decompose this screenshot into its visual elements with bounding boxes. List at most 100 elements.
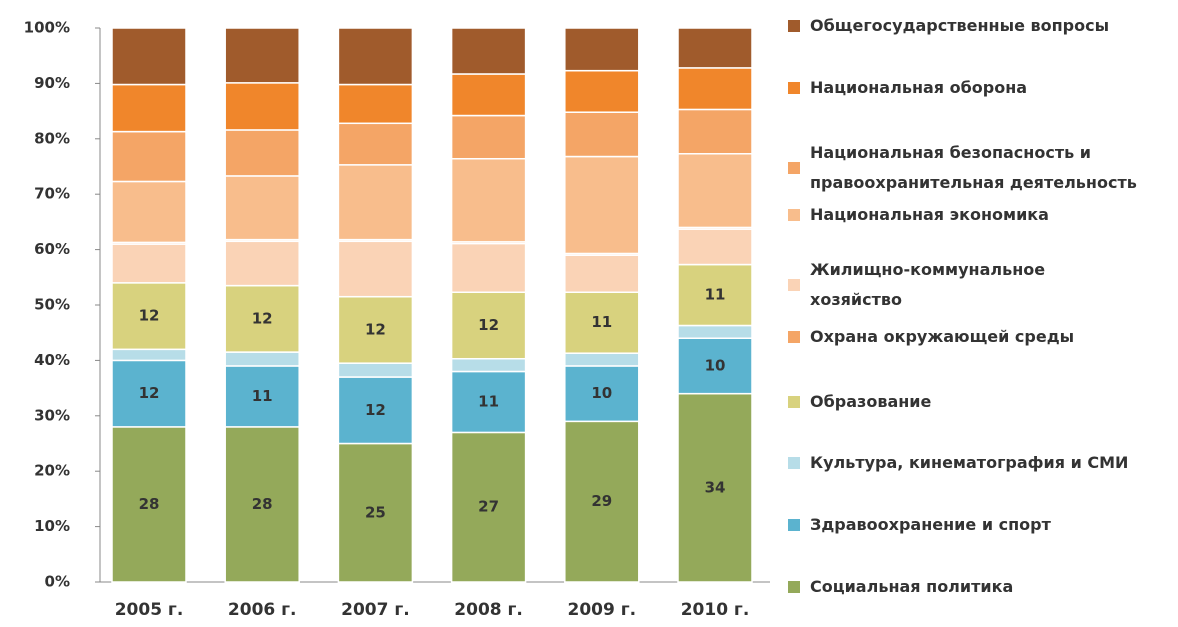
legend-label: Охрана окружающей среды	[810, 327, 1075, 346]
bar-segment	[224, 284, 300, 353]
bar-segment	[337, 362, 414, 378]
bar-segment	[677, 27, 753, 69]
x-tick-label: 2007 г.	[341, 600, 410, 620]
bar-segment	[337, 376, 414, 445]
legend-swatch	[788, 82, 800, 94]
data-label: 10	[705, 356, 726, 374]
data-label: 12	[365, 401, 386, 419]
x-tick-label: 2009 г.	[568, 600, 637, 620]
legend-swatch	[788, 209, 800, 221]
legend-item: Образование	[788, 387, 931, 417]
bar-segment	[337, 164, 414, 241]
data-label: 34	[705, 478, 726, 496]
bar-segment	[564, 111, 640, 158]
legend-swatch	[788, 331, 800, 343]
data-label: 11	[705, 286, 726, 304]
data-label: 25	[365, 503, 386, 521]
y-tick-label: 90%	[34, 74, 70, 92]
y-tick-label: 20%	[34, 462, 70, 480]
bar-segment	[677, 392, 753, 583]
bar-segment	[450, 357, 527, 373]
y-tick-label: 40%	[34, 351, 70, 369]
y-tick-label: 0%	[45, 573, 70, 591]
bar-segment	[450, 242, 527, 294]
bar-segment	[111, 27, 187, 86]
bar-segment	[337, 442, 414, 583]
bar-segment	[224, 175, 300, 241]
legend-item: Национальная оборона	[788, 73, 1027, 103]
bar-segment	[564, 254, 640, 294]
y-tick-label: 80%	[34, 129, 70, 147]
y-tick-label: 30%	[34, 406, 70, 424]
bar-segment	[450, 27, 527, 75]
data-label: 29	[591, 492, 612, 510]
bar-segment	[337, 240, 414, 298]
legend-item: Национальная экономика	[788, 200, 1049, 230]
bar-segment	[677, 67, 753, 111]
bar-segment	[224, 426, 300, 583]
bar-segment	[677, 228, 753, 266]
y-tick-label: 60%	[34, 240, 70, 258]
legend-item: Национальная безопасность и правоохранит…	[788, 138, 1137, 198]
data-label: 11	[252, 387, 273, 405]
bar-segment	[450, 291, 527, 360]
data-label: 28	[252, 495, 273, 513]
x-tick-label: 2008 г.	[454, 600, 523, 620]
legend-item: Культура, кинематография и СМИ	[788, 448, 1128, 478]
bar-segment	[564, 155, 640, 255]
bar-segment	[450, 157, 527, 243]
data-label: 12	[478, 316, 499, 334]
legend-label: Национальная оборона	[810, 78, 1028, 97]
legend-item: Здравоохранение и спорт	[788, 510, 1051, 540]
bar-segment	[677, 153, 753, 229]
bar-segment	[111, 348, 187, 362]
bar-segment	[337, 122, 414, 166]
bar-segment	[224, 129, 300, 177]
bar-segment	[564, 365, 640, 423]
legend-swatch	[788, 581, 800, 593]
legend-item: Жилищно-коммунальное хозяйство	[788, 255, 1045, 315]
data-label: 12	[252, 309, 273, 327]
legend-label: Культура, кинематография и СМИ	[810, 453, 1129, 472]
bar-segment	[224, 82, 300, 131]
bar-segment	[111, 180, 187, 244]
bar-segment	[337, 27, 414, 86]
bar-segment	[450, 114, 527, 160]
data-label: 12	[365, 320, 386, 338]
data-label: 11	[591, 313, 612, 331]
data-label: 10	[591, 384, 612, 402]
legend-item: Охрана окружающей среды	[788, 322, 1074, 352]
bar-segment	[111, 83, 187, 133]
data-label: 12	[139, 307, 160, 325]
bar-segment	[677, 108, 753, 155]
legend-label: Общегосударственные вопросы	[810, 16, 1110, 35]
bar-segment	[224, 27, 300, 84]
legend-swatch	[788, 20, 800, 32]
bar-segment	[111, 426, 187, 583]
bar-segment	[564, 291, 640, 354]
legend-label: Национальная безопасность и правоохранит…	[810, 143, 1137, 192]
bar-segment	[450, 73, 527, 117]
bar-segment	[564, 420, 640, 583]
x-tick-label: 2010 г.	[681, 600, 750, 620]
data-label: 28	[139, 495, 160, 513]
bar-segment	[111, 359, 187, 428]
legend-label: Образование	[810, 392, 932, 411]
legend-label: Здравоохранение и спорт	[810, 515, 1051, 534]
data-label: 27	[478, 498, 499, 516]
bar-segment	[111, 243, 187, 284]
legend-swatch	[788, 519, 800, 531]
y-tick-label: 100%	[24, 19, 70, 37]
legend-swatch	[788, 162, 800, 174]
bar-segment	[564, 69, 640, 113]
legend-label: Национальная экономика	[810, 205, 1049, 224]
bar-segment	[111, 130, 187, 183]
bar-segment	[450, 370, 527, 434]
x-tick-label: 2006 г.	[228, 600, 297, 620]
bar-segment	[337, 83, 414, 125]
y-tick-label: 10%	[34, 517, 70, 535]
y-tick-label: 70%	[34, 185, 70, 203]
y-tick-label: 50%	[34, 296, 70, 314]
